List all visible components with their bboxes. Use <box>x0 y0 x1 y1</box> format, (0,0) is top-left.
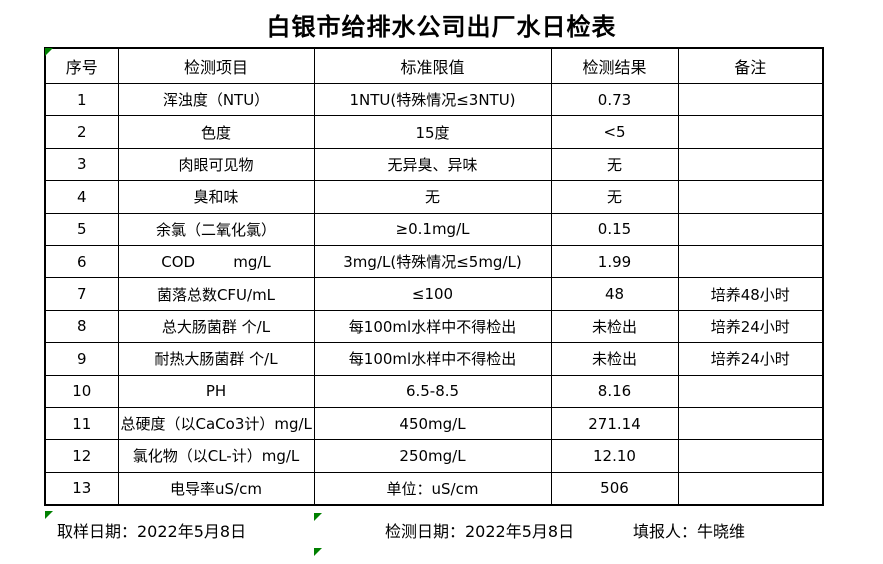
header-test-item: 检测项目 <box>117 47 315 84</box>
cell-remark <box>677 439 824 473</box>
footer: 取样日期：2022年5月8日 检测日期：2022年5月8日 填报人：牛晓维 <box>0 518 883 541</box>
cell-remark <box>677 115 824 149</box>
inspection-table: 序号 检测项目 标准限值 检测结果 备注 1 浑浊度（NTU） 1NTU(特殊情… <box>44 47 824 507</box>
cell-limit: 每100ml水样中不得检出 <box>313 309 552 344</box>
cell-item: 总硬度（以CaCo3计）mg/L <box>117 406 315 441</box>
cell-limit: 450mg/L <box>313 406 552 441</box>
cell-limit: 无 <box>313 180 552 214</box>
cell-remark: 培养24小时 <box>677 342 824 376</box>
cell-result: 271.14 <box>550 406 679 441</box>
cell-result: 0.15 <box>550 212 679 246</box>
cell-item: PH <box>117 374 315 408</box>
cell-remark <box>677 180 824 214</box>
cell-remark <box>677 82 824 117</box>
cell-result: 未检出 <box>550 309 679 344</box>
cell-item: 氯化物（以CL-计）mg/L <box>117 439 315 473</box>
cell-limit: 每100ml水样中不得检出 <box>313 342 552 376</box>
cell-item: 菌落总数CFU/mL <box>117 277 315 311</box>
cell-remark <box>677 244 824 279</box>
cell-no: 5 <box>44 212 119 246</box>
cell-no: 13 <box>44 471 119 506</box>
cell-result: 48 <box>550 277 679 311</box>
cell-corner-indicator-icon <box>314 548 322 556</box>
cell-item: 浑浊度（NTU） <box>117 82 315 117</box>
cell-result: 506 <box>550 471 679 506</box>
cell-no: 1 <box>44 82 119 117</box>
cell-item: 肉眼可见物 <box>117 147 315 182</box>
cell-limit: 1NTU(特殊情况≤3NTU) <box>313 82 552 117</box>
cell-no: 11 <box>44 406 119 441</box>
cell-limit: 15度 <box>313 115 552 149</box>
cell-item: 耐热大肠菌群 个/L <box>117 342 315 376</box>
table-row: 8 总大肠菌群 个/L 每100ml水样中不得检出 未检出 培养24小时 <box>44 309 824 344</box>
cell-limit: 单位：uS/cm <box>313 471 552 506</box>
cell-no: 2 <box>44 115 119 149</box>
cell-item: 电导率uS/cm <box>117 471 315 506</box>
cell-no: 4 <box>44 180 119 214</box>
table-row: 10 PH 6.5-8.5 8.16 <box>44 374 824 408</box>
reporter-label: 填报人：牛晓维 <box>633 522 746 541</box>
testing-date-label: 检测日期：2022年5月8日 <box>385 522 575 541</box>
cell-item: COD mg/L <box>117 244 315 279</box>
table-row: 9 耐热大肠菌群 个/L 每100ml水样中不得检出 未检出 培养24小时 <box>44 342 824 376</box>
cell-limit: 无异臭、异味 <box>313 147 552 182</box>
cell-item: 总大肠菌群 个/L <box>117 309 315 344</box>
cell-remark: 培养24小时 <box>677 309 824 344</box>
cell-limit: 3mg/L(特殊情况≤5mg/L) <box>313 244 552 279</box>
cell-no: 10 <box>44 374 119 408</box>
header-serial-number: 序号 <box>44 47 119 84</box>
table-row: 7 菌落总数CFU/mL ≤100 48 培养48小时 <box>44 277 824 311</box>
cell-result: 8.16 <box>550 374 679 408</box>
table-row: 1 浑浊度（NTU） 1NTU(特殊情况≤3NTU) 0.73 <box>44 82 824 117</box>
cell-remark <box>677 406 824 441</box>
cell-limit: ≤100 <box>313 277 552 311</box>
cell-no: 7 <box>44 277 119 311</box>
cell-limit: 250mg/L <box>313 439 552 473</box>
cell-item: 臭和味 <box>117 180 315 214</box>
cell-remark <box>677 471 824 506</box>
cell-item: 色度 <box>117 115 315 149</box>
cell-result: <5 <box>550 115 679 149</box>
cell-result: 无 <box>550 147 679 182</box>
table-row: 4 臭和味 无 无 <box>44 180 824 214</box>
table-row: 13 电导率uS/cm 单位：uS/cm 506 <box>44 471 824 506</box>
cell-corner-indicator-icon <box>314 513 322 521</box>
cell-item: 余氯（二氧化氯） <box>117 212 315 246</box>
cell-no: 8 <box>44 309 119 344</box>
cell-limit: ≥0.1mg/L <box>313 212 552 246</box>
cell-no: 12 <box>44 439 119 473</box>
cell-result: 无 <box>550 180 679 214</box>
cell-no: 6 <box>44 244 119 279</box>
header-standard-limit: 标准限值 <box>313 47 552 84</box>
table-row: 12 氯化物（以CL-计）mg/L 250mg/L 12.10 <box>44 439 824 473</box>
cell-result: 0.73 <box>550 82 679 117</box>
table-row: 2 色度 15度 <5 <box>44 115 824 149</box>
header-remark: 备注 <box>677 47 824 84</box>
cell-limit: 6.5-8.5 <box>313 374 552 408</box>
cell-corner-indicator-icon <box>45 511 53 519</box>
cell-remark <box>677 212 824 246</box>
cell-result: 12.10 <box>550 439 679 473</box>
cell-result: 未检出 <box>550 342 679 376</box>
table-row: 5 余氯（二氧化氯） ≥0.1mg/L 0.15 <box>44 212 824 246</box>
cell-remark: 培养48小时 <box>677 277 824 311</box>
sampling-date-label: 取样日期：2022年5月8日 <box>57 522 247 541</box>
cell-corner-indicator-icon <box>45 48 53 56</box>
table-header-row: 序号 检测项目 标准限值 检测结果 备注 <box>44 47 824 84</box>
table-row: 11 总硬度（以CaCo3计）mg/L 450mg/L 271.14 <box>44 406 824 441</box>
cell-remark <box>677 374 824 408</box>
cell-result: 1.99 <box>550 244 679 279</box>
header-test-result: 检测结果 <box>550 47 679 84</box>
table-row: 3 肉眼可见物 无异臭、异味 无 <box>44 147 824 182</box>
table-row: 6 COD mg/L 3mg/L(特殊情况≤5mg/L) 1.99 <box>44 244 824 279</box>
page-title: 白银市给排水公司出厂水日检表 <box>266 13 617 41</box>
cell-no: 9 <box>44 342 119 376</box>
cell-no: 3 <box>44 147 119 182</box>
cell-remark <box>677 147 824 182</box>
